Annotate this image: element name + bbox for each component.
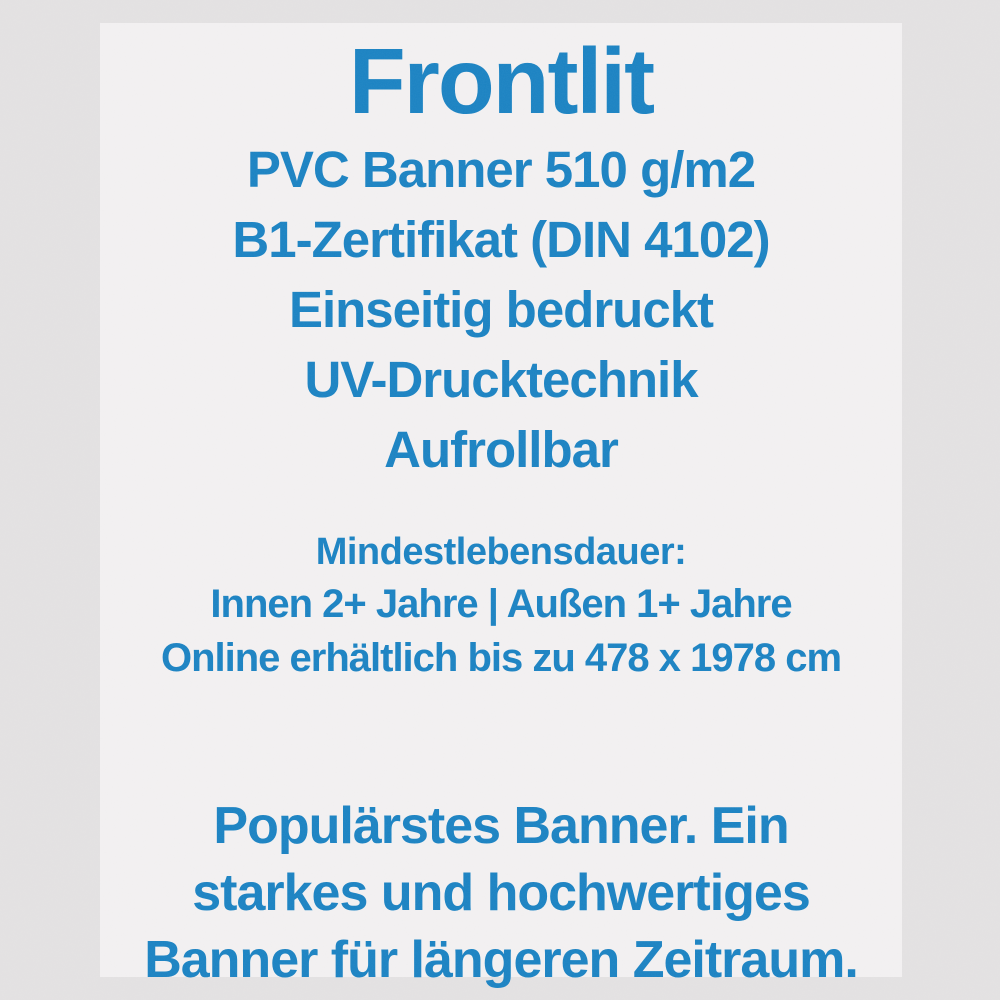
spec-rollable: Aufrollbar	[384, 421, 619, 478]
lifespan-indoor-outdoor: Innen 2+ Jahre | Außen 1+ Jahre	[210, 582, 792, 626]
description-line: Populärstes Banner. Ein	[213, 797, 789, 855]
lifespan-max-size: Online erhältlich bis zu 478 x 1978 cm	[160, 636, 842, 680]
spec-certificate: B1-Zertifikat (DIN 4102)	[232, 211, 770, 268]
product-info-panel: Frontlit PVC Banner 510 g/m2 B1-Zertifik…	[100, 23, 902, 989]
spec-printing-sides: Einseitig bedruckt	[288, 281, 714, 338]
lifespan-block: Mindestlebensdauer: Innen 2+ Jahre | Auß…	[100, 527, 902, 685]
spec-list: PVC Banner 510 g/m2 B1-Zertifikat (DIN 4…	[100, 135, 902, 485]
product-description: Populärstes Banner. Ein starkes und hoch…	[100, 793, 902, 994]
spec-print-technology: UV-Drucktechnik	[304, 351, 698, 408]
description-line: starkes und hochwertiges	[192, 864, 811, 922]
lifespan-heading: Mindestlebensdauer:	[315, 531, 687, 573]
description-line: Banner für längeren Zeitraum.	[144, 931, 859, 989]
product-title: Frontlit	[348, 29, 655, 133]
spec-material: PVC Banner 510 g/m2	[246, 141, 756, 198]
